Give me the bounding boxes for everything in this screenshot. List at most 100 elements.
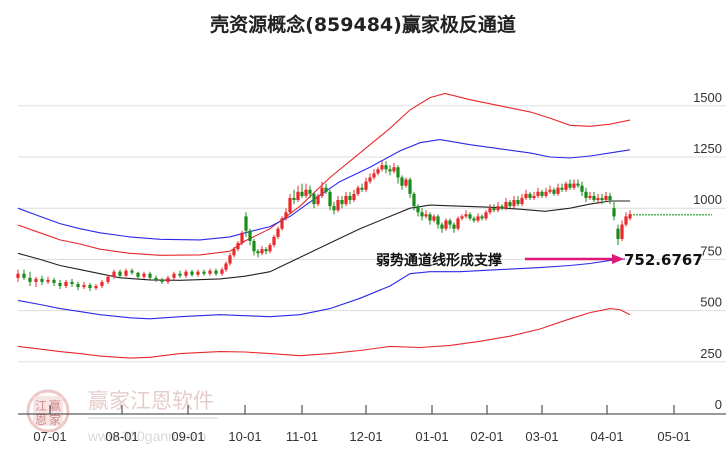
candle xyxy=(52,279,56,283)
candle xyxy=(392,167,396,172)
candle xyxy=(124,270,128,276)
candle xyxy=(500,206,504,209)
candle xyxy=(568,183,572,188)
watermark: 江 赢 恩 家 赢家江恩软件 www.360gann.com xyxy=(26,389,218,444)
candle xyxy=(202,271,206,274)
candle xyxy=(268,245,272,252)
candle xyxy=(564,183,568,190)
candle xyxy=(468,214,472,219)
candle xyxy=(532,195,536,198)
candle xyxy=(492,208,496,211)
channel-line xyxy=(17,258,626,320)
candle xyxy=(148,273,152,278)
candle xyxy=(316,195,320,205)
candle xyxy=(584,191,588,198)
candle xyxy=(248,230,252,241)
candle xyxy=(588,195,592,198)
candle xyxy=(600,197,604,201)
x-tick-label: 07-01 xyxy=(33,429,66,444)
candle xyxy=(556,187,560,194)
candle xyxy=(328,191,332,207)
x-tick-label: 12-01 xyxy=(349,429,382,444)
candle xyxy=(276,228,280,237)
candle xyxy=(400,177,404,186)
y-tick-label: 0 xyxy=(715,397,722,412)
candle xyxy=(58,282,62,287)
candle xyxy=(88,285,92,289)
candle xyxy=(476,216,480,221)
candle xyxy=(154,277,158,280)
annotation-label: 弱势通道线形成支撑 xyxy=(376,252,502,269)
candle xyxy=(456,218,460,229)
watermark-brand: 赢家江恩软件 xyxy=(88,389,214,413)
candle xyxy=(340,200,344,205)
candle xyxy=(544,191,548,196)
candle xyxy=(160,279,164,282)
candle xyxy=(64,281,68,287)
candle xyxy=(536,191,540,196)
y-tick-label: 1500 xyxy=(693,90,722,105)
watermark-seal-icon xyxy=(26,389,70,433)
candle xyxy=(228,255,232,264)
candle xyxy=(28,277,32,282)
candle xyxy=(244,216,248,231)
candle xyxy=(484,212,488,219)
candle xyxy=(524,193,528,198)
candle xyxy=(142,273,146,277)
candle xyxy=(344,195,348,205)
svg-text:江: 江 xyxy=(35,399,47,413)
candle xyxy=(70,281,74,284)
candle xyxy=(572,183,576,188)
arrow-head-icon xyxy=(612,254,624,264)
candle xyxy=(136,272,140,277)
candle xyxy=(376,169,380,174)
candle xyxy=(16,273,20,278)
candle xyxy=(82,285,86,288)
candle xyxy=(504,202,508,209)
x-axis-ticks: 07-01 08-01 09-01 10-01 11-01 12-01 01-01 02-01… xyxy=(33,405,691,444)
candle xyxy=(480,216,484,219)
candle xyxy=(628,214,632,219)
candle xyxy=(300,191,304,196)
candle xyxy=(416,206,420,213)
x-tick-label: 09-01 xyxy=(171,429,204,444)
channel-line xyxy=(17,139,631,241)
candle xyxy=(380,165,384,170)
candle xyxy=(284,212,288,219)
y-tick-label: 1000 xyxy=(693,192,722,207)
candle xyxy=(608,195,612,201)
candle xyxy=(616,228,620,239)
candle xyxy=(118,271,122,276)
candle xyxy=(496,206,500,211)
candle xyxy=(460,216,464,219)
candle xyxy=(304,189,308,196)
candle xyxy=(384,165,388,170)
candle xyxy=(352,193,356,201)
y-axis-labels: 0 250 500 750 1000 1250 1500 xyxy=(693,90,722,412)
candle xyxy=(364,181,368,190)
candle xyxy=(452,224,456,229)
candle xyxy=(106,276,110,282)
y-tick-label: 250 xyxy=(700,346,722,361)
candle xyxy=(22,273,26,278)
candle xyxy=(112,271,116,277)
candle xyxy=(272,236,276,246)
candle xyxy=(360,187,364,190)
candle xyxy=(256,251,260,254)
candle xyxy=(240,232,244,244)
x-tick-label: 04-01 xyxy=(590,429,623,444)
candle xyxy=(408,179,412,194)
candle xyxy=(436,216,440,225)
candle xyxy=(368,177,372,182)
candle xyxy=(440,224,444,229)
candle xyxy=(312,193,316,205)
candle xyxy=(516,200,520,205)
candle xyxy=(308,189,312,194)
candle xyxy=(220,269,224,274)
x-tick-label: 03-01 xyxy=(525,429,558,444)
svg-text:恩: 恩 xyxy=(35,413,47,427)
candle xyxy=(580,185,584,192)
y-tick-label: 500 xyxy=(700,295,722,310)
candle xyxy=(508,202,512,207)
